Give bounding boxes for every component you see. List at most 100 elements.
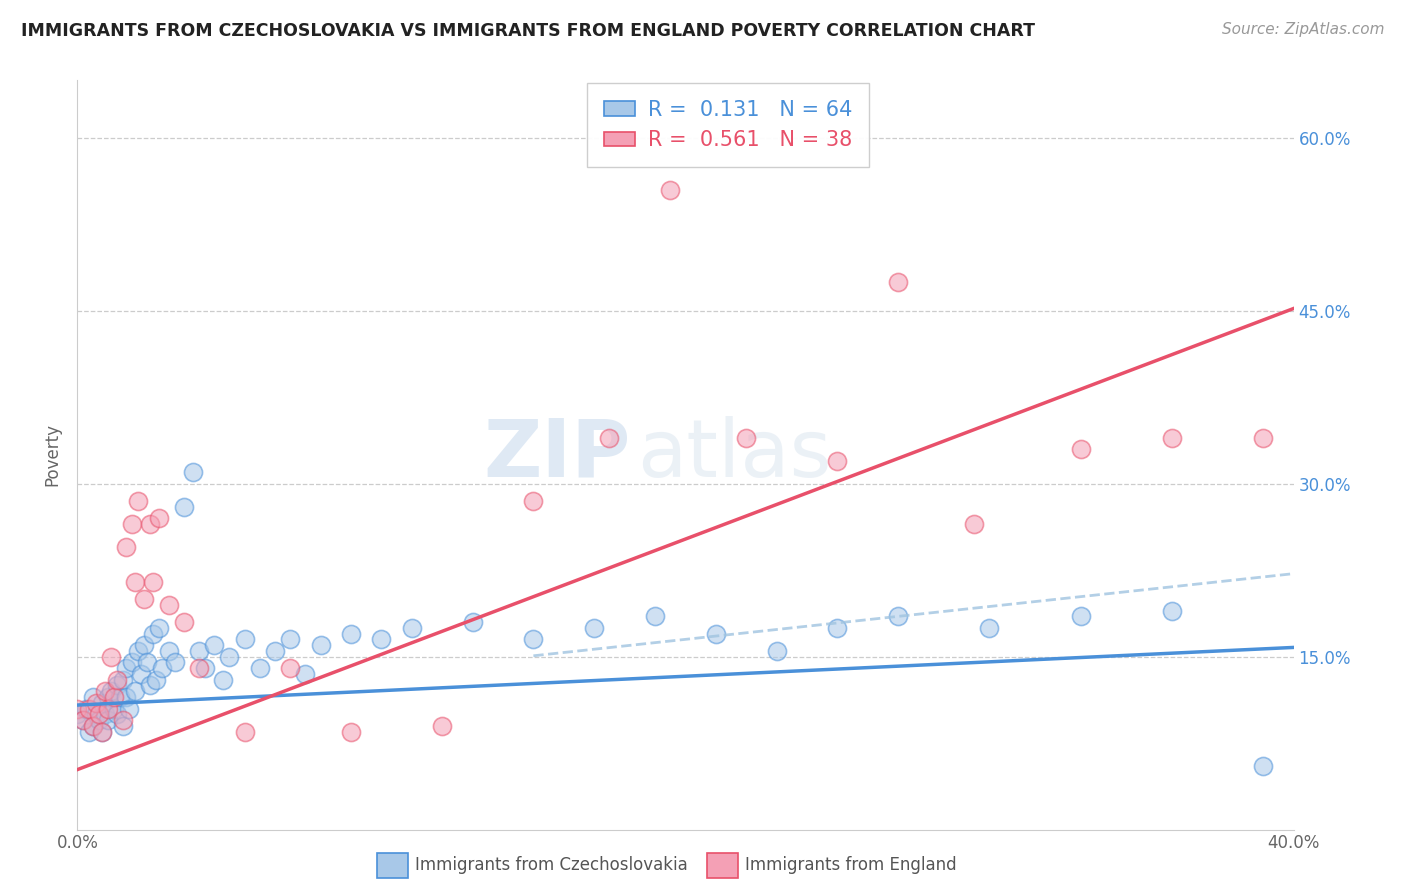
Point [188,661,211,675]
Point [1251,431,1274,445]
Point [124,684,146,698]
Point [430,719,453,733]
Point [212,673,235,687]
Point [93,707,115,722]
Point [127,494,149,508]
Point [136,656,159,670]
Point [583,621,606,635]
Text: Source: ZipAtlas.com: Source: ZipAtlas.com [1222,22,1385,37]
Point [72,713,94,727]
Point [1161,603,1184,617]
Point [278,632,301,647]
Point [827,621,849,635]
Point [522,632,544,647]
Text: atlas: atlas [637,416,831,494]
Text: Immigrants from England: Immigrants from England [745,856,957,874]
Point [105,678,128,692]
Point [103,701,125,715]
Point [82,719,104,733]
Point [461,615,484,629]
Point [218,649,240,664]
Point [173,615,195,629]
Point [115,661,138,675]
Point [152,661,174,675]
Point [233,724,256,739]
Point [66,707,89,722]
Point [134,638,156,652]
Point [401,621,423,635]
Text: ZIP: ZIP [484,416,631,494]
Point [93,684,115,698]
Point [97,713,120,727]
Point [90,696,112,710]
Point [100,649,122,664]
Text: Immigrants from Czechoslovakia: Immigrants from Czechoslovakia [415,856,688,874]
Point [127,644,149,658]
Point [103,690,125,704]
Point [97,690,120,704]
Point [1070,442,1092,457]
Point [979,621,1001,635]
Point [121,517,143,532]
Point [111,713,134,727]
Point [887,609,910,624]
Point [75,701,97,715]
Point [108,690,131,704]
Point [1251,759,1274,773]
Point [370,632,392,647]
Point [644,609,666,624]
Point [124,574,146,589]
Point [115,540,138,554]
Point [142,574,165,589]
Point [145,673,167,687]
Point [87,713,110,727]
Point [264,644,287,658]
Point [87,707,110,722]
Point [157,644,180,658]
Point [309,638,332,652]
Point [121,656,143,670]
Point [827,453,849,467]
Point [148,511,170,525]
Point [105,707,128,722]
Point [522,494,544,508]
Point [111,673,134,687]
Point [148,621,170,635]
Point [79,701,101,715]
Point [79,724,101,739]
Point [142,626,165,640]
Point [765,644,787,658]
Point [735,431,758,445]
Point [139,678,162,692]
Point [598,431,620,445]
Point [90,724,112,739]
Point [294,667,316,681]
Point [157,598,180,612]
Point [340,626,363,640]
Text: IMMIGRANTS FROM CZECHOSLOVAKIA VS IMMIGRANTS FROM ENGLAND POVERTY CORRELATION CH: IMMIGRANTS FROM CZECHOSLOVAKIA VS IMMIGR… [21,22,1035,40]
Point [129,667,152,681]
Point [704,626,727,640]
Y-axis label: Poverty: Poverty [44,424,62,486]
Point [84,707,107,722]
Legend: R =  0.131   N = 64, R =  0.561   N = 38: R = 0.131 N = 64, R = 0.561 N = 38 [588,83,869,167]
Point [111,719,134,733]
Point [1161,431,1184,445]
Point [887,275,910,289]
Point [173,500,195,514]
Point [1070,609,1092,624]
Point [188,644,211,658]
Point [115,690,138,704]
Point [90,724,112,739]
Point [82,719,104,733]
Point [97,701,120,715]
Point [181,465,204,479]
Point [118,701,141,715]
Point [249,661,271,675]
Point [66,701,89,715]
Point [340,724,363,739]
Point [659,183,682,197]
Point [84,696,107,710]
Point [963,517,986,532]
Point [72,713,94,727]
